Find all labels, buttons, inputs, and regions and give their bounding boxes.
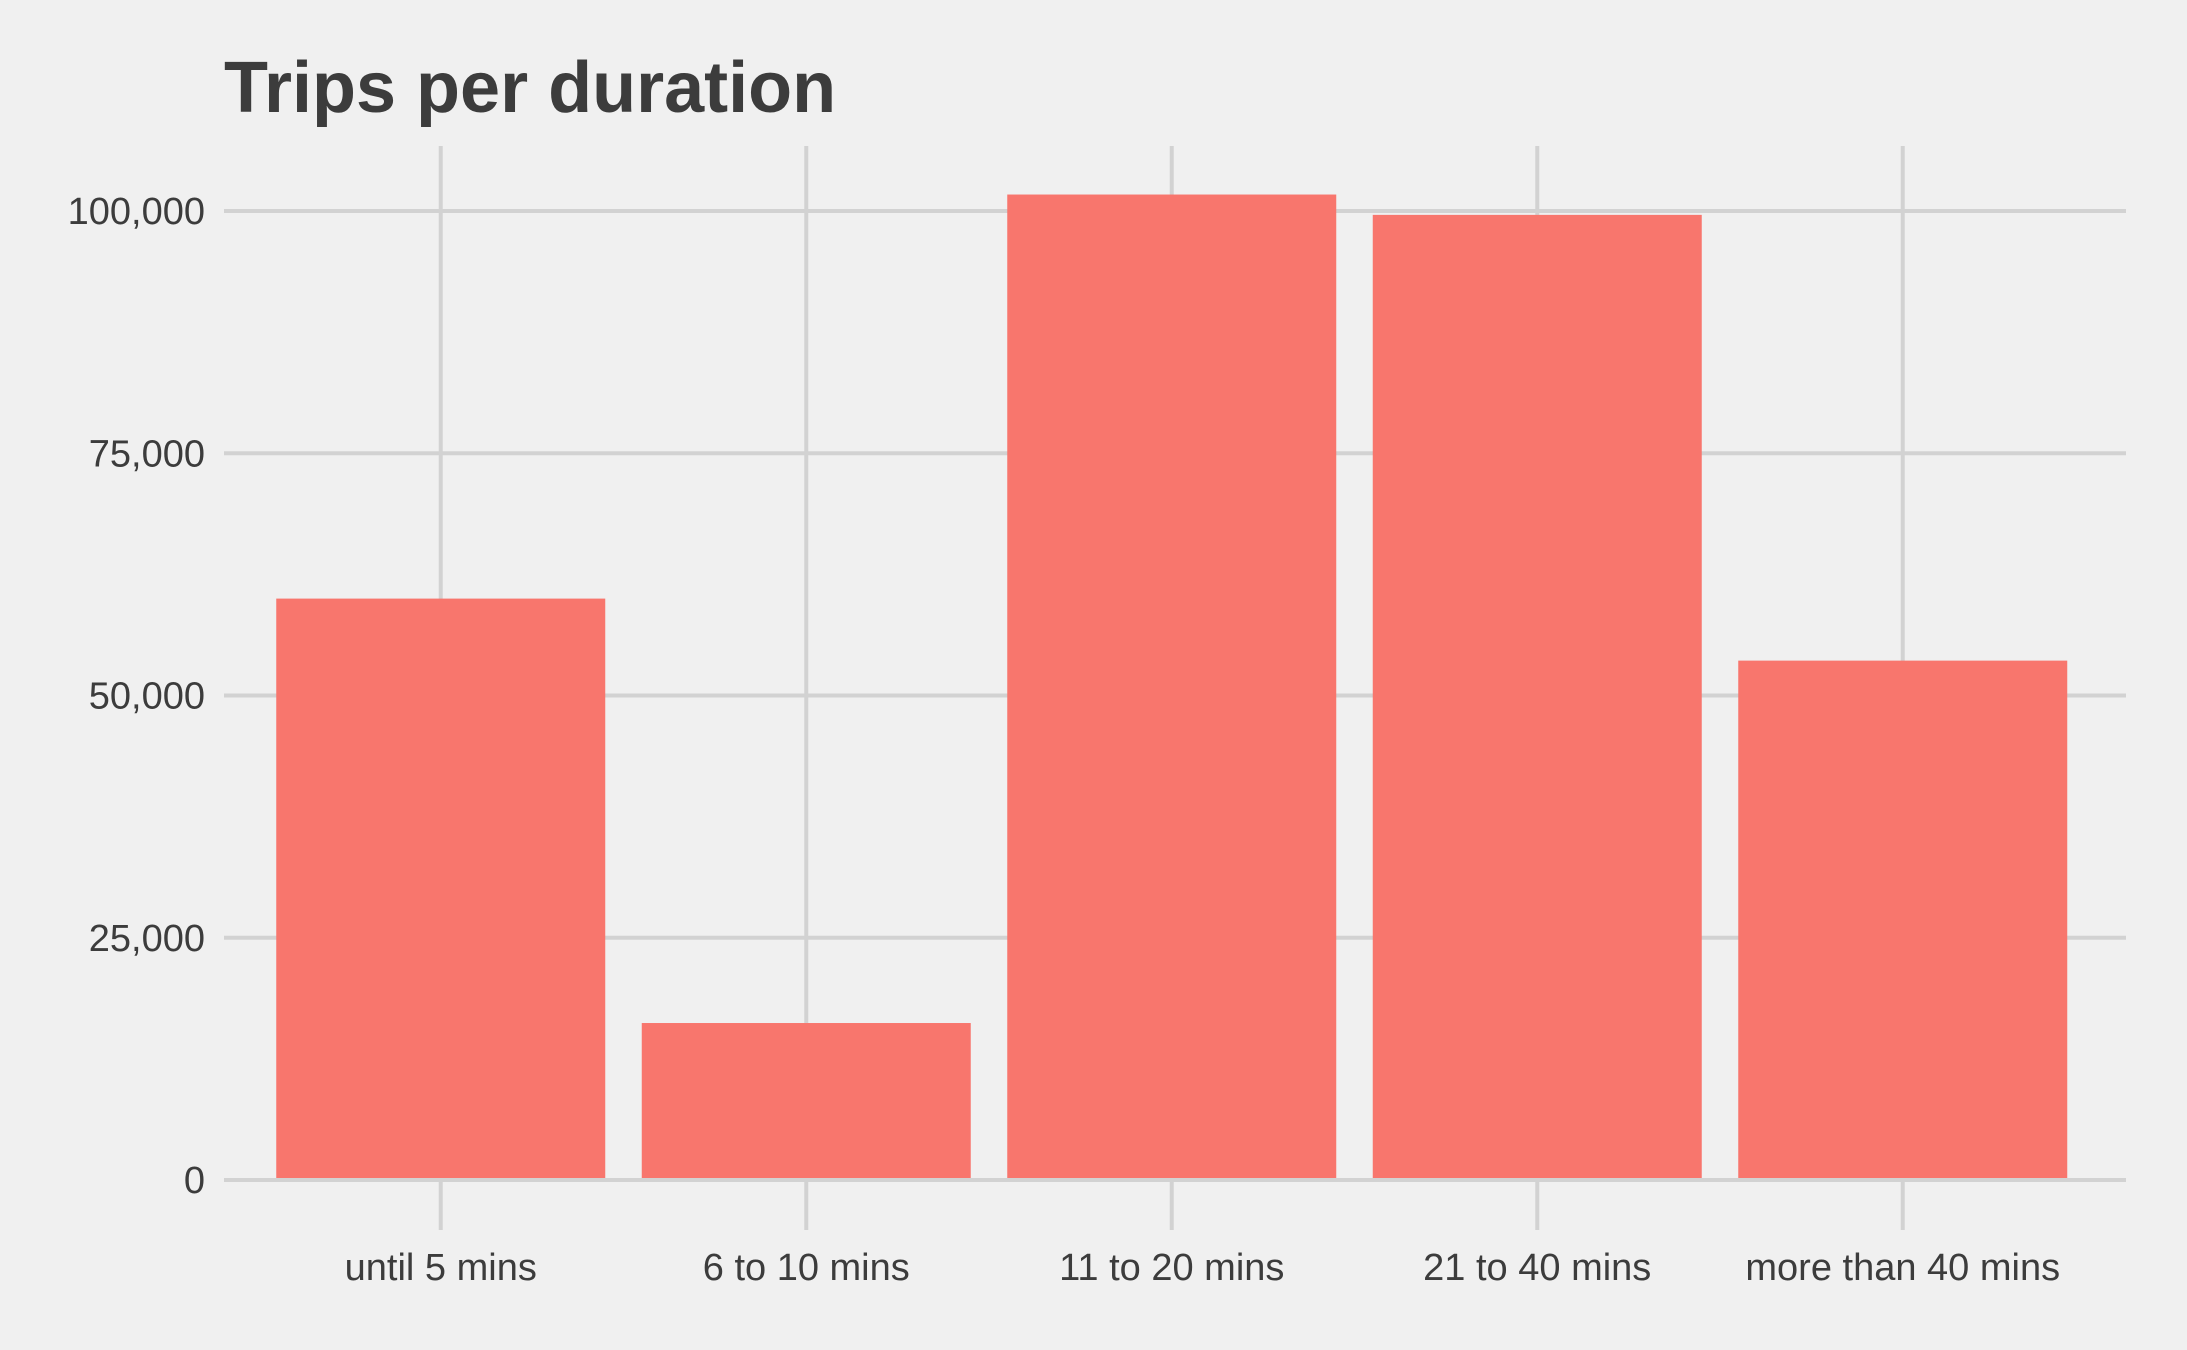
y-axis-tick-labels: 0 25,000 50,000 75,000 100,000 — [68, 191, 205, 1202]
bar — [1372, 214, 1702, 1181]
bar — [641, 1023, 971, 1180]
x-tick-label: 21 to 40 mins — [1423, 1247, 1651, 1289]
bar — [1007, 194, 1337, 1181]
y-tick-label: 50,000 — [89, 676, 205, 718]
y-tick-label: 25,000 — [89, 918, 205, 960]
x-tick-label: until 5 mins — [345, 1247, 537, 1289]
bars — [224, 194, 2126, 1182]
y-tick-label: 100,000 — [68, 191, 205, 233]
chart-title: Trips per duration — [224, 48, 836, 128]
y-tick-label: 75,000 — [89, 433, 205, 475]
bar — [276, 598, 606, 1180]
x-tick-label: 6 to 10 mins — [703, 1247, 910, 1289]
y-tick-label: 0 — [184, 1160, 205, 1202]
x-axis-tick-labels: until 5 mins 6 to 10 mins 11 to 20 mins 21 … — [345, 1247, 2060, 1289]
x-tick-label: more than 40 mins — [1745, 1247, 2060, 1289]
x-tick-label: 11 to 20 mins — [1059, 1247, 1284, 1289]
bar — [1738, 660, 2068, 1180]
